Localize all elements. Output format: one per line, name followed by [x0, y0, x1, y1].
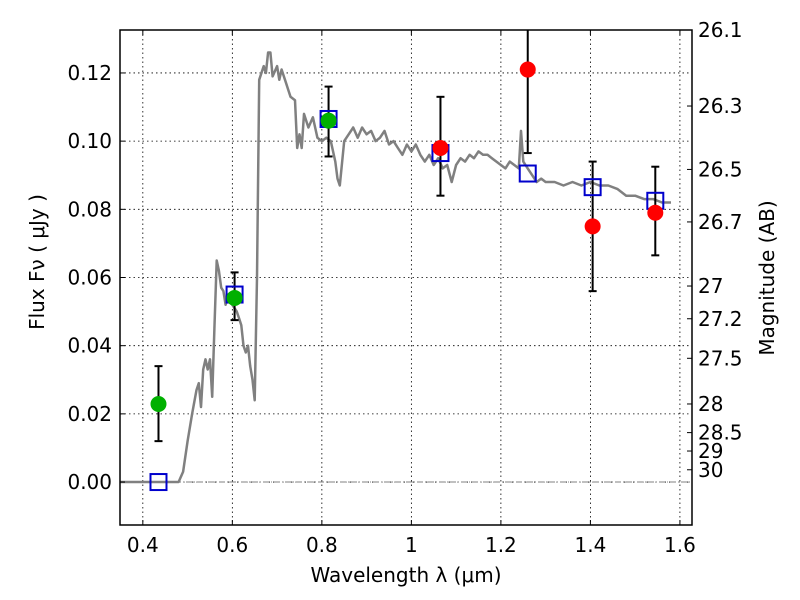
right-tick-label: 27	[698, 274, 723, 298]
x-tick-label: 0.4	[127, 533, 159, 557]
y-tick-label: 0.00	[67, 470, 112, 494]
x-tick-label: 1.2	[485, 533, 517, 557]
x-axis-label: Wavelength λ (μm)	[310, 563, 501, 587]
y-tick-label: 0.10	[67, 129, 112, 153]
y-tick-label: 0.06	[67, 266, 112, 290]
right-tick-label: 30	[698, 458, 723, 482]
x-tick-label: 1	[405, 533, 418, 557]
y-tick-label: 0.12	[67, 61, 112, 85]
grid	[120, 30, 692, 525]
y-tick-label: 0.02	[67, 402, 112, 426]
right-tick-label: 27.5	[698, 346, 743, 370]
x-ticks: 0.4 0.6 0.8 1 1.2 1.4 1.6	[127, 30, 696, 557]
spectrum-line	[120, 51, 671, 484]
right-tick-label: 27.2	[698, 307, 743, 331]
observed-flux-point	[320, 112, 337, 129]
y-tick-label: 0.08	[67, 197, 112, 221]
x-tick-label: 0.8	[306, 533, 338, 557]
right-axis-label: Magnitude (AB)	[755, 200, 779, 355]
errorbar-layer	[154, 30, 660, 443]
y-tick-label: 0.04	[67, 334, 112, 358]
x-tick-label: 1.4	[574, 533, 606, 557]
right-tick-label: 28	[698, 392, 723, 416]
observed-flux-point	[647, 204, 664, 221]
right-tick-label: 28.5	[698, 421, 743, 445]
model-flux-square	[518, 164, 537, 183]
observed-flux-point	[150, 395, 167, 412]
observed-flux-point	[432, 139, 449, 156]
right-tick-label: 26.7	[698, 210, 743, 234]
observed-flux-point	[584, 218, 601, 235]
y-axis-label: Flux Fν ( μJy )	[25, 194, 49, 330]
x-tick-label: 0.6	[216, 533, 248, 557]
marker-layer	[149, 61, 665, 492]
right-tick-label: 26.1	[698, 18, 743, 42]
right-tick-label: 29	[698, 439, 723, 463]
spectrum-layer	[120, 51, 671, 484]
x-tick-label: 1.6	[664, 533, 696, 557]
observed-flux-point	[519, 61, 536, 78]
model-flux-square	[149, 473, 168, 492]
right-tick-label: 26.3	[698, 94, 743, 118]
y-ticks: 0.00 0.02 0.04 0.06 0.08 0.10 0.12	[67, 61, 125, 494]
right-tick-label: 26.5	[698, 157, 743, 181]
observed-flux-point	[226, 289, 243, 306]
model-flux-square	[583, 178, 602, 197]
